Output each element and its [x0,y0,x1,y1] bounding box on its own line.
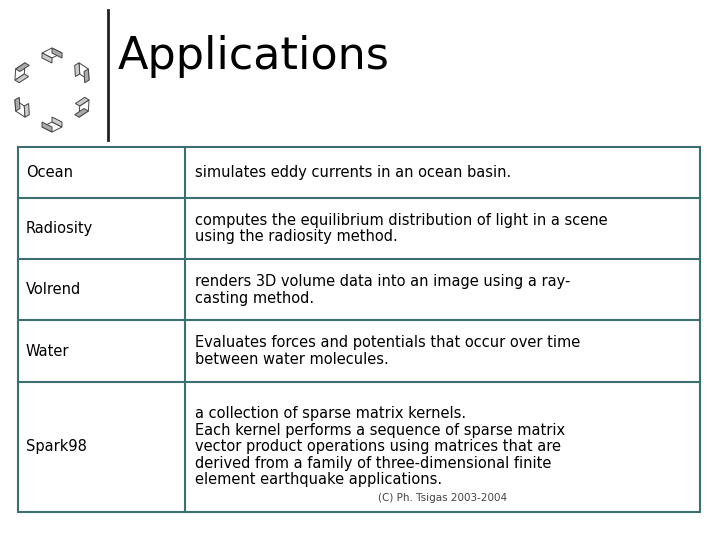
Polygon shape [42,48,62,58]
Text: Spark98: Spark98 [26,440,87,454]
Polygon shape [42,122,52,132]
Polygon shape [79,100,89,117]
Text: Water: Water [26,343,70,359]
Text: computes the equilibrium distribution of light in a scene: computes the equilibrium distribution of… [195,213,608,228]
Polygon shape [15,97,20,111]
Polygon shape [15,63,25,80]
Text: simulates eddy currents in an ocean basin.: simulates eddy currents in an ocean basi… [195,165,511,180]
Text: Volrend: Volrend [26,282,81,298]
Text: a collection of sparse matrix kernels.: a collection of sparse matrix kernels. [195,406,466,421]
Polygon shape [84,69,89,83]
Text: using the radiosity method.: using the radiosity method. [195,230,397,245]
Text: (C) Ph. Tsigas 2003-2004: (C) Ph. Tsigas 2003-2004 [378,493,507,503]
Text: vector product operations using matrices that are: vector product operations using matrices… [195,440,561,454]
Polygon shape [75,63,80,77]
Text: Evaluates forces and potentials that occur over time: Evaluates forces and potentials that occ… [195,335,580,350]
Text: Each kernel performs a sequence of sparse matrix: Each kernel performs a sequence of spars… [195,423,565,438]
Text: casting method.: casting method. [195,291,314,306]
Polygon shape [15,74,29,83]
Bar [18,147,700,512]
Text: Ocean: Ocean [26,165,73,180]
Text: Applications: Applications [118,36,390,78]
Text: renders 3D volume data into an image using a ray-: renders 3D volume data into an image usi… [195,274,570,289]
Text: Radiosity: Radiosity [26,221,94,236]
Polygon shape [76,97,89,106]
Polygon shape [52,48,62,58]
Text: between water molecules.: between water molecules. [195,352,389,367]
Polygon shape [79,63,89,80]
Polygon shape [16,63,30,71]
Text: element earthquake applications.: element earthquake applications. [195,472,442,487]
Polygon shape [24,104,30,117]
Polygon shape [42,122,62,132]
Polygon shape [15,100,25,117]
Polygon shape [42,53,52,63]
Polygon shape [52,117,62,127]
Polygon shape [75,109,89,117]
Text: derived from a family of three-dimensional finite: derived from a family of three-dimension… [195,456,552,471]
